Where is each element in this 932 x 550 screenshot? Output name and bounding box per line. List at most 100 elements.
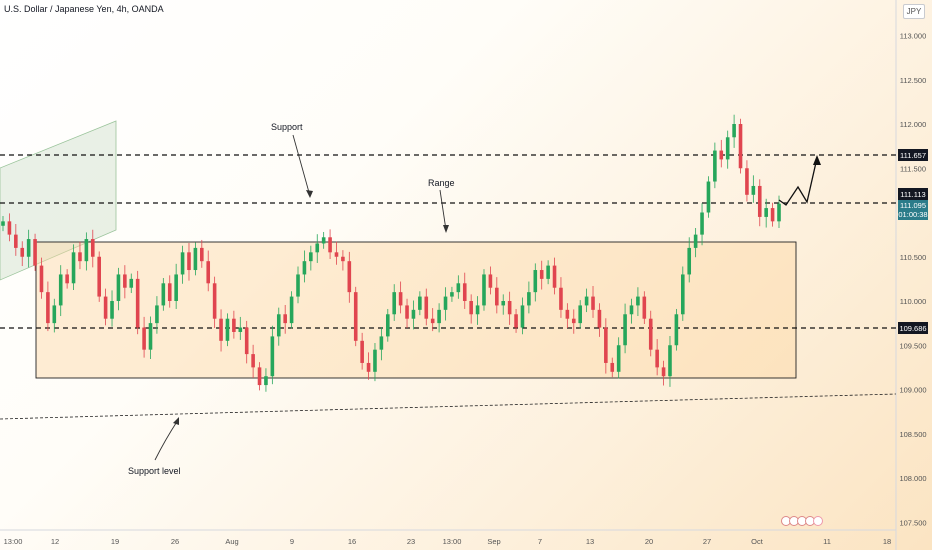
- candle-body: [315, 243, 320, 253]
- candle-body: [52, 305, 57, 324]
- candle-body: [148, 323, 153, 350]
- candle-body: [450, 292, 454, 297]
- support-trendline[interactable]: [0, 393, 897, 420]
- support-level-arrowhead: [173, 417, 179, 425]
- currency-badge[interactable]: JPY: [903, 4, 925, 19]
- candle-body: [302, 261, 307, 275]
- time-tick-label: 19: [111, 537, 119, 546]
- current-price-label: 111.095: [900, 201, 926, 210]
- candlestick-series: [1, 114, 781, 392]
- time-tick-label: Aug: [225, 537, 238, 546]
- candle-body: [84, 239, 89, 262]
- candle-body: [1, 221, 5, 226]
- candle-body: [565, 309, 570, 319]
- time-tick-label: 11: [823, 537, 831, 546]
- time-tick-label: 16: [348, 537, 356, 546]
- candle-body: [360, 340, 364, 363]
- event-icons[interactable]: [781, 516, 823, 526]
- price-tick-label: 108.000: [899, 474, 926, 483]
- candle-body: [745, 168, 749, 195]
- candle-body: [655, 349, 659, 368]
- candle-body: [488, 274, 493, 288]
- candle-body: [424, 296, 429, 319]
- candle-body: [200, 247, 204, 262]
- candle-body: [257, 367, 262, 386]
- candle-body: [668, 345, 672, 377]
- candle-body: [328, 237, 332, 253]
- annotation-range[interactable]: Range: [428, 178, 455, 188]
- candle-body: [180, 252, 185, 275]
- current-price-label-bg: [898, 200, 928, 220]
- candle-body: [507, 301, 512, 315]
- candle-body: [777, 203, 781, 222]
- price-tick-label: 107.500: [899, 518, 926, 527]
- time-tick-label: Sep: [487, 537, 500, 546]
- candle-body: [443, 296, 448, 310]
- time-tick-label: 13: [586, 537, 594, 546]
- time-tick-label: 23: [407, 537, 415, 546]
- candle-body: [283, 314, 287, 324]
- candle-body: [591, 296, 595, 310]
- candle-body: [366, 362, 371, 372]
- candle-body: [78, 252, 82, 262]
- time-tick-label: 9: [290, 537, 294, 546]
- candle-body: [661, 367, 666, 377]
- candle-body: [46, 292, 50, 324]
- price-axis[interactable]: 113.000112.500112.000111.500111.000110.5…: [899, 32, 926, 528]
- candle-body: [123, 274, 127, 288]
- candle-body: [578, 305, 582, 324]
- projection-path[interactable]: [778, 157, 818, 206]
- candle-body: [135, 278, 140, 328]
- annotation-support-level[interactable]: Support level: [128, 466, 181, 476]
- candle-body: [142, 327, 146, 350]
- candle-body: [26, 239, 31, 257]
- candle-body: [514, 314, 518, 328]
- price-tick-label: 108.500: [899, 430, 926, 439]
- candle-body: [687, 247, 692, 275]
- candle-body: [373, 349, 377, 372]
- price-label-109686-bg: [898, 322, 928, 334]
- candle-body: [629, 305, 634, 315]
- candle-body: [430, 318, 435, 324]
- price-label-111657: 111.657: [900, 151, 926, 160]
- candle-body: [353, 292, 358, 341]
- candle-body: [289, 296, 294, 324]
- candle-body: [732, 124, 736, 138]
- price-tick-label: 109.500: [899, 341, 926, 350]
- candle-body: [520, 305, 525, 328]
- price-tick-label: 113.000: [900, 32, 927, 41]
- range-arrowhead: [443, 225, 449, 233]
- candle-body: [623, 314, 627, 346]
- candle-body: [65, 274, 69, 284]
- candle-body: [167, 283, 172, 301]
- support-level-arrow: [154, 419, 179, 461]
- candle-body: [212, 283, 217, 319]
- candle-body: [636, 296, 640, 306]
- candle-body: [751, 185, 756, 195]
- annotation-support[interactable]: Support: [271, 122, 303, 132]
- candle-body: [469, 301, 473, 315]
- candle-body: [398, 292, 403, 306]
- candle-body: [597, 309, 602, 328]
- candle-body: [309, 252, 313, 262]
- candle-body: [616, 345, 621, 372]
- flag-icon[interactable]: [813, 516, 823, 526]
- candle-body: [757, 185, 762, 217]
- time-tick-label: 27: [703, 537, 711, 546]
- price-label-109686: 109.686: [899, 324, 926, 333]
- candle-body: [405, 305, 409, 319]
- candle-body: [546, 265, 550, 279]
- candle-body: [482, 274, 486, 306]
- candle-body: [341, 256, 345, 262]
- candle-body: [225, 318, 230, 341]
- candle-body: [719, 150, 724, 160]
- countdown-label: 01:00:38: [898, 210, 927, 219]
- candle-body: [533, 270, 538, 293]
- price-label-111113-bg: [898, 188, 928, 200]
- candle-body: [559, 287, 563, 310]
- time-axis[interactable]: 13:00 12 19 26 Aug 9 16 23 13:00 Sep 7 13 20 27 Oct 11 1…: [4, 537, 892, 546]
- symbol-title[interactable]: U.S. Dollar / Japanese Yen, 4h, OANDA: [4, 4, 164, 14]
- price-tick-label: 112.500: [900, 76, 927, 85]
